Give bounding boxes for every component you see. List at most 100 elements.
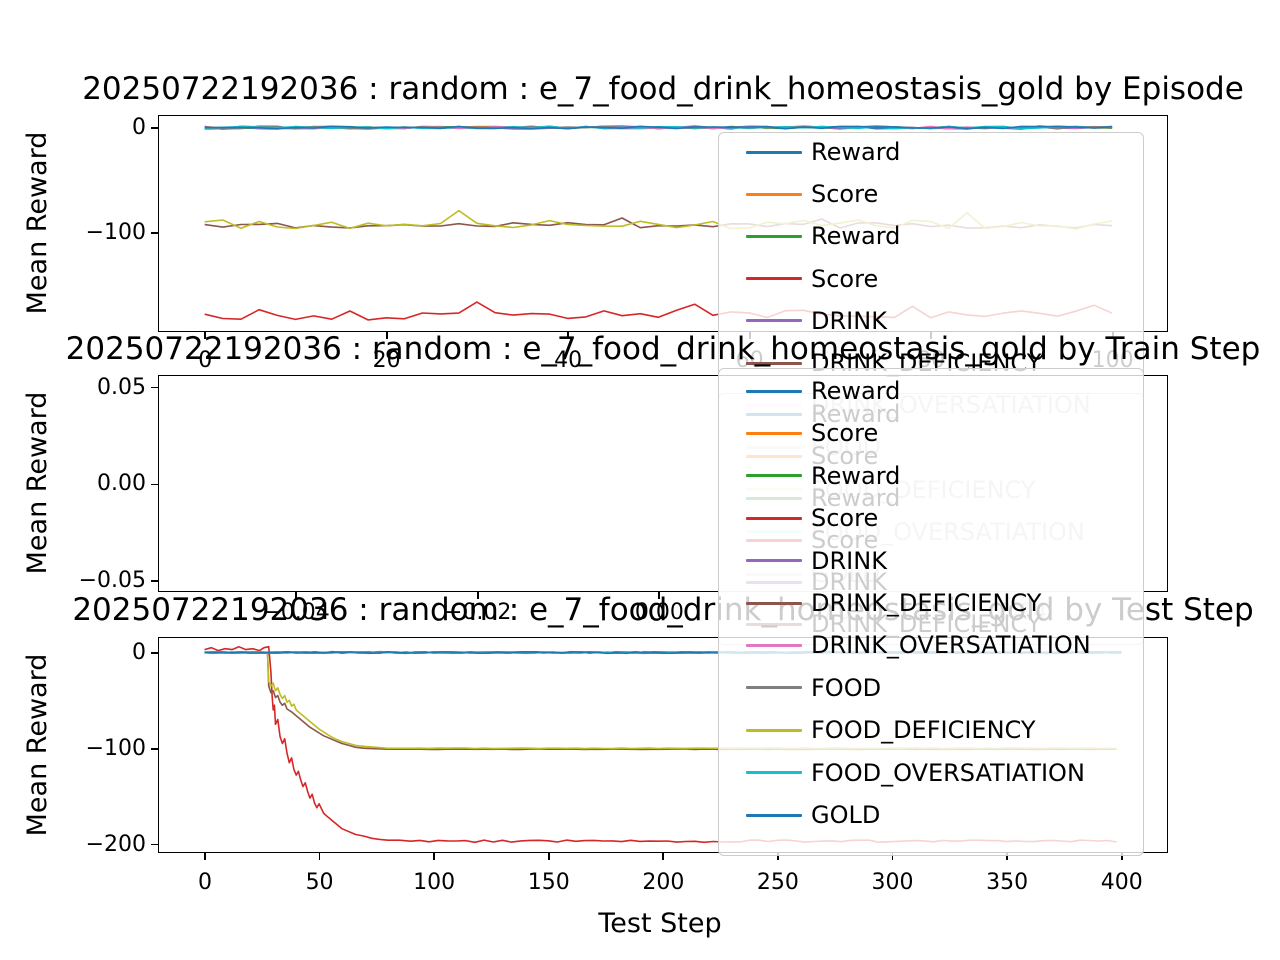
x-tick-label: 100: [413, 870, 456, 895]
x-tick-label: 20: [372, 348, 401, 373]
legend-item-label: Score: [811, 264, 879, 293]
x-tick-label: 40: [554, 348, 583, 373]
series-line-drink: [204, 125, 1113, 130]
x-tick-label: 0: [198, 348, 213, 373]
plot3-ylabel: Mean Reward: [22, 653, 53, 837]
y-tick-mark: [151, 580, 158, 583]
legend-item-label: FOOD_OVERSATIATION: [811, 758, 1085, 787]
x-tick-mark: [318, 853, 321, 860]
y-tick-label: −200: [85, 831, 146, 857]
x-tick-mark: [385, 332, 388, 339]
legend-item-label: Reward: [811, 461, 901, 490]
legend-item-reward: Reward: [719, 221, 1143, 251]
x-tick-label: 250: [756, 870, 799, 895]
y-tick-label: 0.00: [97, 471, 146, 497]
y-tick-mark: [151, 127, 158, 129]
legend-item-label: GOLD: [811, 801, 881, 829]
y-tick-mark: [151, 747, 158, 750]
legend-line-sample: [746, 643, 802, 647]
y-tick-mark: [151, 386, 158, 389]
legend-line-sample: [746, 559, 802, 563]
series-line-drink_oversatiation: [204, 125, 1113, 130]
series-line-food_oversatiation: [204, 125, 1113, 130]
series-line-reward: [204, 125, 1113, 130]
legend-line-sample: [746, 192, 802, 196]
y-tick-label: −100: [85, 735, 146, 761]
legend-item-food: FOOD: [719, 673, 1143, 703]
legend-line-sample: [746, 686, 802, 690]
legend-line-sample: [746, 771, 802, 775]
legend-item-label: DRINK: [811, 546, 887, 575]
y-tick-mark: [151, 232, 158, 235]
series-line-food: [204, 125, 1113, 130]
legend-line-sample: [746, 277, 802, 281]
y-tick-label: 0: [132, 639, 146, 665]
legend-item-drink: DRINK: [719, 546, 1143, 576]
legend-item-label: DRINK: [811, 306, 887, 335]
plot3-xlabel: Test Step: [598, 908, 722, 939]
legend-item-label: Reward: [811, 377, 901, 405]
x-tick-mark: [204, 332, 207, 339]
plot1-ylabel: Mean Reward: [22, 131, 53, 315]
x-tick-label: 350: [986, 870, 1029, 895]
legend-item-label: FOOD_DEFICIENCY: [811, 716, 1036, 745]
series-line-gold: [204, 125, 1113, 130]
y-tick-mark: [151, 843, 158, 846]
x-tick-mark: [433, 853, 436, 860]
y-tick-mark: [151, 483, 158, 486]
legend-item-reward: Reward: [719, 137, 1143, 167]
legend-item-score: Score: [719, 503, 1143, 533]
legend-item-label: FOOD: [811, 673, 882, 702]
legend-item-reward: Reward: [719, 376, 1143, 406]
series-line-score: [204, 125, 1113, 130]
legend-item-reward: Reward: [719, 461, 1143, 491]
x-tick-label: 150: [527, 870, 570, 895]
x-tick-mark: [547, 853, 550, 860]
legend-line-sample: [746, 234, 802, 238]
legend-item-drink_oversatiation: DRINK_OVERSATIATION: [719, 630, 1143, 660]
y-tick-mark: [151, 652, 158, 654]
x-tick-label: 200: [642, 870, 685, 895]
y-tick-label: −0.05: [78, 568, 146, 594]
legend-line-sample: [746, 728, 802, 732]
legend-item-label: DRINK_OVERSATIATION: [811, 631, 1091, 660]
legend-item-label: Score: [811, 180, 879, 209]
plot1-title: 20250722192036 : random : e_7_food_drink…: [82, 71, 1244, 107]
x-tick-mark: [204, 853, 206, 860]
legend-line-sample: [746, 431, 802, 435]
legend-item-label: Reward: [811, 222, 901, 251]
legend-item-drink_deficiency: DRINK_DEFICIENCY: [719, 588, 1143, 618]
x-tick-label: −0.04: [262, 600, 330, 625]
legend-plot3: Reward Score Reward Score DRINK DRINK_DEFICIE…: [718, 368, 1144, 856]
plot2-ylabel: Mean Reward: [22, 391, 53, 575]
legend-item-food_deficiency: FOOD_DEFICIENCY: [719, 715, 1143, 745]
legend-line-sample: [746, 516, 802, 520]
legend-line-sample: [746, 150, 802, 154]
x-tick-label: 50: [305, 870, 334, 895]
legend-item-label: DRINK_DEFICIENCY: [811, 589, 1042, 617]
legend-item-gold: GOLD: [719, 800, 1143, 830]
x-tick-label: 300: [871, 870, 914, 895]
legend-line-sample: [746, 601, 802, 605]
legend-line-sample: [746, 361, 802, 365]
legend-item-label: Reward: [811, 138, 901, 166]
legend-line-sample: [746, 474, 802, 478]
y-tick-label: 0.05: [97, 374, 146, 400]
legend-line-sample: [746, 319, 802, 323]
x-tick-label: 0.00: [634, 600, 684, 625]
x-tick-label: −0.02: [443, 600, 512, 625]
x-tick-mark: [662, 853, 665, 860]
x-tick-mark: [476, 592, 479, 599]
legend-item-score: Score: [719, 179, 1143, 209]
legend-item-drink: DRINK: [719, 306, 1143, 336]
x-tick-label: 0: [197, 870, 212, 895]
legend-item-score: Score: [719, 264, 1143, 294]
series-line-reward: [204, 125, 1113, 130]
x-tick-mark: [658, 592, 661, 599]
legend-line-sample: [746, 813, 802, 817]
legend-item-score: Score: [719, 418, 1143, 448]
legend-item-food_oversatiation: FOOD_OVERSATIATION: [719, 758, 1143, 788]
x-tick-mark: [567, 332, 570, 339]
x-tick-mark: [295, 592, 297, 599]
